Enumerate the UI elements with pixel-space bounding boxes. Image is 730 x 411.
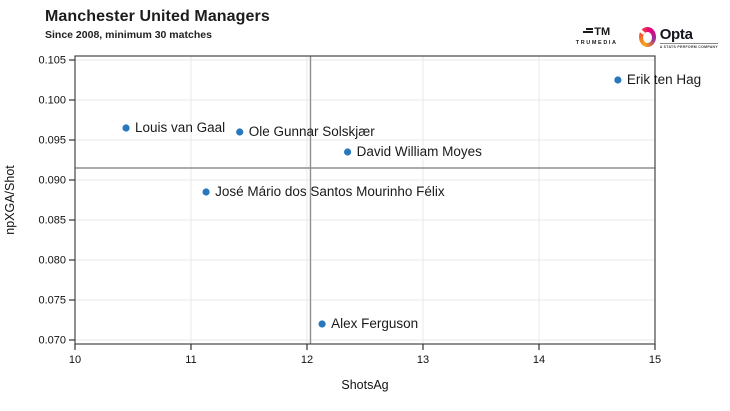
x-tick-label: 11 xyxy=(185,354,196,366)
x-tick-label: 14 xyxy=(533,354,545,366)
y-tick-label: 0.100 xyxy=(38,95,66,107)
y-tick-label: 0.070 xyxy=(38,335,66,347)
opta-wordmark: Opta xyxy=(659,26,693,43)
chart-header: Manchester United Managers Since 2008, m… xyxy=(45,8,270,41)
data-point-label: Alex Ferguson xyxy=(331,316,418,331)
y-tick-label: 0.095 xyxy=(38,135,66,147)
y-tick-label: 0.090 xyxy=(38,175,66,187)
chart-subtitle: Since 2008, minimum 30 matches xyxy=(45,29,212,41)
opta-logo: Opta A STATS PERFORM COMPANY xyxy=(638,26,718,49)
y-tick-label: 0.085 xyxy=(38,215,66,227)
plot-border xyxy=(74,55,656,345)
branding: TM TRUMEDIA Opta A STATS PERFORM COMPANY xyxy=(569,27,718,49)
x-tick-label: 10 xyxy=(69,354,81,366)
data-point-label: Erik ten Hag xyxy=(627,72,701,87)
y-tick-label: 0.080 xyxy=(38,255,66,267)
x-tick-label: 12 xyxy=(301,354,313,366)
data-point-label: José Mário dos Santos Mourinho Félix xyxy=(215,184,445,199)
trumedia-logo: TM TRUMEDIA xyxy=(569,27,625,47)
data-point xyxy=(318,320,326,328)
trumedia-icon: TM xyxy=(583,27,610,38)
data-point xyxy=(344,148,352,156)
opta-ring-icon xyxy=(638,27,656,47)
data-point xyxy=(202,188,210,196)
y-axis-title: npXGA/Shot xyxy=(3,165,17,235)
data-point xyxy=(614,76,622,84)
chart-title: Manchester United Managers xyxy=(45,8,270,25)
data-point xyxy=(236,128,244,136)
data-point-label: Ole Gunnar Solskjær xyxy=(249,124,376,139)
y-tick-label: 0.105 xyxy=(38,55,66,67)
data-point-label: Louis van Gaal xyxy=(135,120,225,135)
trumedia-wordmark: TRUMEDIA xyxy=(575,40,618,46)
data-point xyxy=(122,124,130,132)
opta-subtext: A STATS PERFORM COMPANY xyxy=(659,43,718,49)
x-tick-label: 15 xyxy=(649,354,661,366)
x-tick-label: 13 xyxy=(417,354,429,366)
data-point-label: David William Moyes xyxy=(357,144,483,159)
y-tick-label: 0.075 xyxy=(38,295,66,307)
x-axis-title: ShotsAg xyxy=(341,378,388,392)
